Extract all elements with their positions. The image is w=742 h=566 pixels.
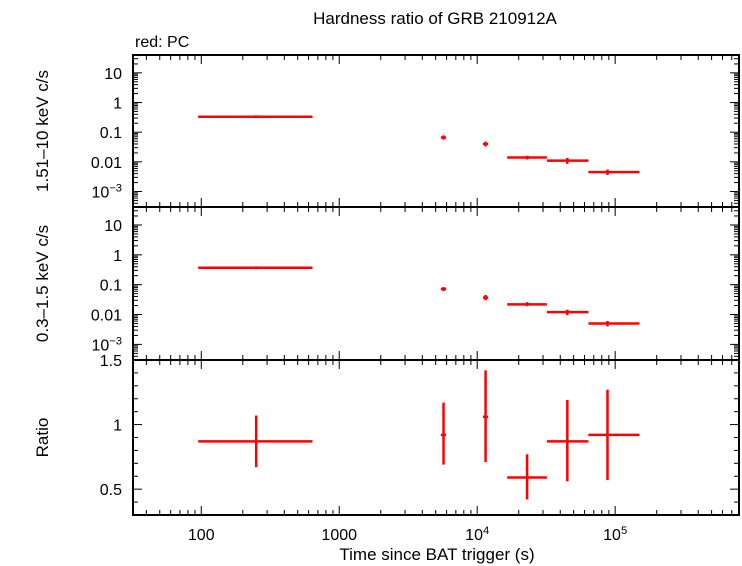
data-point bbox=[198, 115, 313, 119]
data-point bbox=[588, 320, 640, 327]
data-point bbox=[507, 454, 547, 500]
data-point bbox=[482, 295, 489, 301]
data-point bbox=[440, 287, 447, 292]
y-tick-label: 1 bbox=[113, 96, 122, 113]
y-tick-label: 1 bbox=[113, 248, 122, 265]
data-point bbox=[546, 400, 589, 482]
y-tick-label: 0.5 bbox=[100, 482, 122, 499]
y-tick-label: 1.5 bbox=[100, 353, 122, 370]
y-tick-label: 1 bbox=[113, 418, 122, 435]
chart-subtitle: red: PC bbox=[135, 34, 189, 51]
y-tick-label: 10 bbox=[104, 66, 122, 83]
panel-ratio: 1.5 1 0.5 Ratio 100 1000 104 105 bbox=[33, 353, 740, 544]
data-point bbox=[546, 309, 589, 316]
data-point bbox=[482, 141, 489, 147]
y-axis-label: Ratio bbox=[33, 418, 52, 458]
panel-soft: 10 1 0.1 0.01 10−3 0.3–1.5 keV c/s bbox=[33, 206, 740, 361]
y-tick-label: 10−3 bbox=[91, 182, 122, 201]
data-point bbox=[198, 415, 313, 468]
y-tick-label: 0.01 bbox=[91, 155, 122, 172]
data-point bbox=[546, 157, 589, 164]
y-tick-label: 0.01 bbox=[91, 308, 122, 325]
y-tick-label: 0.1 bbox=[100, 125, 122, 142]
data-point bbox=[440, 402, 447, 465]
chart-title: Hardness ratio of GRB 210912A bbox=[313, 9, 557, 28]
panel-hard: 10 1 0.1 0.01 10−3 1.51–10 keV c/s bbox=[33, 54, 740, 208]
x-tick-label: 100 bbox=[188, 527, 215, 544]
x-axis-label: Time since BAT trigger (s) bbox=[339, 545, 534, 564]
x-tick-label: 1000 bbox=[321, 527, 357, 544]
data-point bbox=[588, 169, 640, 175]
data-point bbox=[440, 135, 447, 140]
data-point bbox=[198, 266, 313, 270]
data-point bbox=[507, 302, 547, 307]
y-tick-label: 10−3 bbox=[91, 335, 122, 354]
y-axis-label: 0.3–1.5 keV c/s bbox=[33, 225, 52, 342]
x-tick-label: 104 bbox=[465, 525, 489, 544]
data-point bbox=[507, 155, 547, 160]
y-axis-label: 1.51–10 keV c/s bbox=[33, 70, 52, 192]
panel-frame bbox=[132, 206, 740, 361]
panel-frame bbox=[132, 359, 740, 516]
data-point bbox=[588, 389, 640, 481]
panel-frame bbox=[132, 54, 740, 208]
y-tick-label: 0.1 bbox=[100, 278, 122, 295]
x-tick-label: 105 bbox=[603, 525, 627, 544]
data-point bbox=[482, 370, 489, 463]
y-tick-label: 10 bbox=[104, 218, 122, 235]
